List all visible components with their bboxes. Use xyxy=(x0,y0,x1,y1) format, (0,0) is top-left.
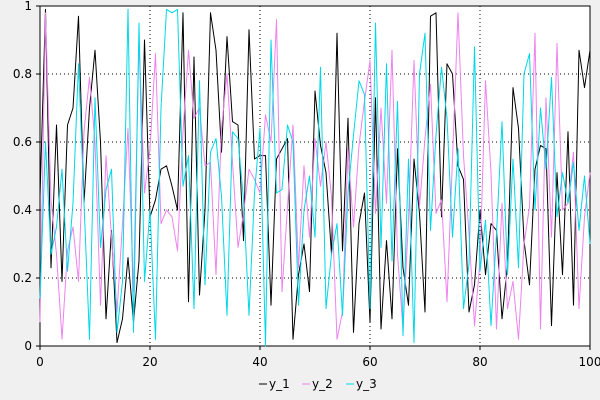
x-tick-label: 0 xyxy=(36,355,44,369)
legend-label: y_2 xyxy=(312,377,333,391)
x-tick-label: 80 xyxy=(472,355,487,369)
series-line-y-1 xyxy=(39,8,591,344)
series-lines xyxy=(39,8,591,347)
legend: y_1 y_2 y_3 xyxy=(259,377,377,391)
y-tick-label: 0.4 xyxy=(13,203,32,217)
y-tick-label: 0 xyxy=(24,339,32,353)
x-tick-label: 40 xyxy=(252,355,267,369)
legend-label: y_1 xyxy=(269,377,290,391)
y-tick-label: 0.2 xyxy=(13,271,32,285)
x-tick-label: 20 xyxy=(142,355,157,369)
axes: 0 20 40 60 80 100 0 0.2 0.4 0.6 0.8 1 xyxy=(13,0,600,369)
legend-label: y_3 xyxy=(356,377,377,391)
y-tick-label: 0.6 xyxy=(13,135,32,149)
x-tick-label: 60 xyxy=(362,355,377,369)
x-tick-label: 100 xyxy=(579,355,600,369)
y-tick-label: 1 xyxy=(24,0,32,13)
plot-area xyxy=(39,5,591,347)
y-tick-label: 0.8 xyxy=(13,67,32,81)
series-line-y-3 xyxy=(39,8,591,347)
